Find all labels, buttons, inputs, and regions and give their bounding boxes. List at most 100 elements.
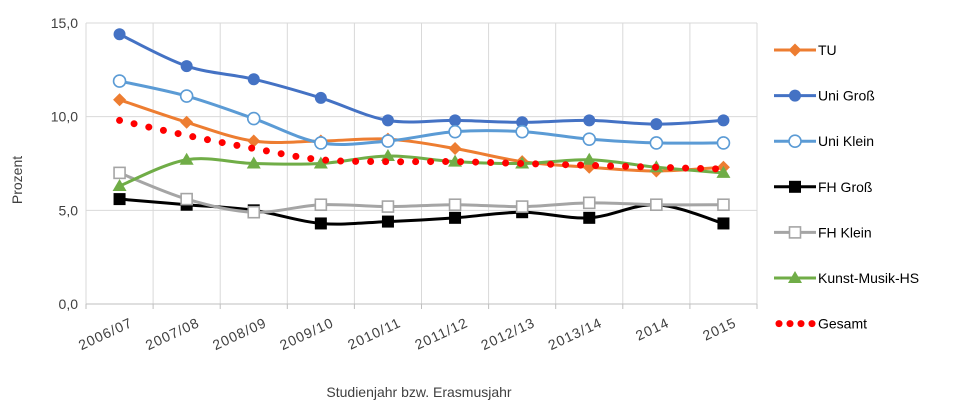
y-axis-title: Prozent (9, 156, 25, 204)
data-point (650, 118, 663, 131)
data-point (448, 124, 462, 139)
legend-label: TU (818, 42, 837, 58)
data-point (716, 165, 731, 178)
x-axis-title: Studienjahr bzw. Erasmusjahr (326, 384, 512, 400)
data-point (449, 114, 462, 127)
data-point (247, 73, 260, 86)
series-0 (113, 93, 730, 178)
legend-marker (788, 43, 802, 57)
data-point (716, 136, 731, 150)
data-point (582, 152, 597, 165)
axes: 0,0 5,0 10,0 15,0 2006/07 2007/08 2008/09 2009/… (51, 15, 758, 353)
data-point (649, 136, 664, 150)
data-point (314, 198, 328, 212)
data-point (247, 134, 261, 148)
x-tick-label: 2007/08 (143, 314, 202, 353)
legend-marker (788, 134, 802, 148)
data-point (449, 211, 462, 224)
data-point (583, 211, 596, 224)
data-point (650, 198, 663, 212)
legend-label: Kunst-Musik-HS (818, 270, 919, 286)
legend-item: FH Klein (774, 224, 872, 240)
legend-marker (788, 226, 802, 239)
legend-item: Uni Klein (774, 133, 874, 149)
data-point (313, 156, 328, 169)
x-tick-label: 2012/13 (478, 314, 537, 353)
data-point (180, 60, 193, 73)
data-point (179, 152, 194, 165)
series-line (118, 154, 724, 188)
data-point (448, 142, 462, 156)
legend-item: Gesamt (775, 316, 867, 332)
x-tick-label: 2009/10 (277, 314, 336, 353)
data-point (381, 114, 394, 127)
x-tick-label: 2010/11 (345, 314, 403, 352)
data-point (515, 124, 529, 139)
data-point (246, 156, 261, 169)
x-tick-label: 2011/12 (412, 314, 470, 352)
series-layer (112, 28, 731, 230)
y-tick-label: 15,0 (51, 15, 78, 31)
data-point (179, 89, 194, 103)
legend-swatch (775, 320, 783, 328)
legend-item: FH Groß (774, 179, 872, 195)
data-point (381, 215, 394, 228)
data-point (112, 74, 127, 88)
data-point (246, 111, 261, 126)
y-tick-label: 10,0 (51, 109, 78, 125)
data-point (112, 178, 127, 191)
x-tick-label: 2014 (633, 314, 672, 343)
legend-swatch (797, 320, 805, 328)
data-point (314, 136, 328, 150)
x-tick-label: 2015 (700, 314, 739, 343)
data-point (314, 217, 327, 230)
series-line (119, 79, 724, 146)
data-point (516, 116, 529, 129)
legend-item: TU (774, 42, 837, 58)
data-point (247, 205, 261, 219)
series-line (119, 171, 724, 214)
x-tick-label: 2006/07 (76, 314, 135, 353)
data-point (380, 149, 395, 162)
series-1 (113, 28, 730, 131)
data-point (381, 134, 395, 148)
legend-item: Uni Groß (774, 88, 875, 104)
data-point (113, 193, 126, 206)
x-tick-label: 2013/14 (546, 314, 605, 353)
series-4 (113, 166, 730, 219)
data-point (448, 198, 462, 212)
legend-label: Uni Klein (818, 133, 874, 149)
legend: TU Uni Groß Uni Klein FH Groß FH Klein Kunst-… (774, 42, 919, 332)
data-point (113, 93, 127, 107)
series-line (119, 98, 724, 173)
data-point (583, 114, 596, 127)
series-line (116, 116, 727, 173)
data-point (113, 166, 126, 180)
data-point (180, 192, 193, 206)
y-tick-label: 0,0 (59, 296, 79, 312)
legend-marker (789, 180, 801, 193)
series-2 (112, 74, 731, 150)
data-point (582, 132, 597, 146)
legend-item: Kunst-Musik-HS (774, 270, 919, 286)
data-point (113, 28, 126, 41)
data-point (717, 198, 730, 212)
legend-label: Gesamt (818, 316, 867, 332)
legend-label: FH Klein (818, 224, 872, 240)
data-point (582, 196, 596, 210)
legend-marker (788, 271, 802, 283)
y-tick-label: 5,0 (59, 202, 79, 218)
data-point (515, 200, 529, 213)
data-point (717, 114, 730, 127)
data-point (180, 115, 194, 129)
legend-swatch (786, 320, 794, 328)
x-tick-label: 2008/09 (210, 314, 269, 353)
data-point (381, 200, 395, 213)
series-line (118, 32, 724, 126)
legend-swatch (808, 320, 816, 328)
data-point (314, 91, 327, 104)
legend-marker (789, 89, 801, 102)
legend-label: FH Groß (818, 179, 872, 195)
series-6 (116, 116, 727, 173)
